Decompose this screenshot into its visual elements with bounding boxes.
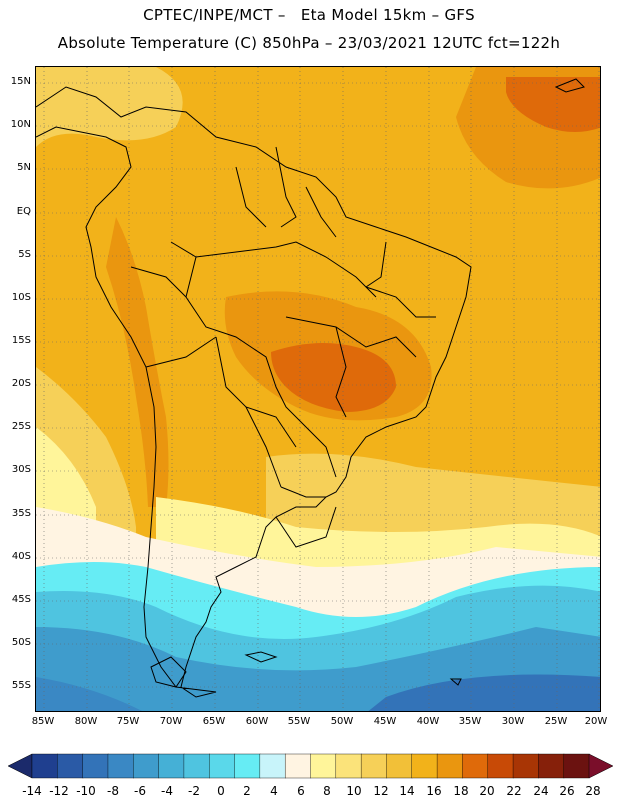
colorbar-label: 0 <box>217 784 225 798</box>
lon-label-35w: 35W <box>458 716 482 727</box>
colorbar-label: -12 <box>49 784 69 798</box>
lon-label-70w: 70W <box>159 716 183 727</box>
map-frame <box>35 66 601 712</box>
colorbar-swatch <box>538 753 565 779</box>
colorbar-label: -6 <box>134 784 146 798</box>
colorbar-swatch <box>133 753 160 779</box>
temp-field-m10-south <box>368 674 600 711</box>
colorbar-label: 18 <box>453 784 469 798</box>
colorbar-swatch <box>209 753 236 779</box>
colorbar-high-arrow <box>588 753 614 779</box>
lat-label-15s: 15S <box>11 335 31 346</box>
colorbar-label: -14 <box>22 784 42 798</box>
lat-label-35s: 35S <box>11 508 31 519</box>
lon-label-65w: 65W <box>202 716 226 727</box>
lon-label-45w: 45W <box>373 716 397 727</box>
lon-label-30w: 30W <box>501 716 525 727</box>
colorbar-swatch <box>310 753 337 779</box>
map-title-line1: CPTEC/INPE/MCT – Eta Model 15km – GFS <box>143 6 475 24</box>
colorbar-label: 20 <box>479 784 495 798</box>
colorbar-label: 6 <box>297 784 305 798</box>
colorbar-swatch <box>512 753 539 779</box>
lat-label-5s: 5S <box>18 249 31 260</box>
lon-label-75w: 75W <box>116 716 140 727</box>
colorbar-swatch <box>183 753 210 779</box>
colorbar-label: 28 <box>585 784 601 798</box>
colorbar-swatch <box>360 753 388 779</box>
colorbar-swatch <box>82 753 109 779</box>
temp-field-andes <box>106 217 169 507</box>
colorbar-label: 24 <box>533 784 549 798</box>
colorbar-swatch <box>436 753 464 779</box>
lat-label-30s: 30S <box>11 464 31 475</box>
colorbar-swatch <box>234 753 261 779</box>
lat-label-20s: 20S <box>11 378 31 389</box>
colorbar-label: -10 <box>76 784 96 798</box>
temp-field-20-22-center <box>271 343 396 412</box>
colorbar-swatch <box>487 753 514 779</box>
lat-label-15n: 15N <box>10 76 31 87</box>
map-title-line2: Absolute Temperature (C) 850hPa – 23/03/… <box>57 34 561 52</box>
colorbar-swatch <box>462 753 489 779</box>
colorbar-label: 8 <box>323 784 331 798</box>
colorbar-label: -8 <box>107 784 119 798</box>
colorbar-swatch <box>411 753 438 779</box>
lon-label-20w: 20W <box>584 716 608 727</box>
colorbar-swatches <box>31 753 590 779</box>
lat-label-eq: EQ <box>16 206 31 217</box>
colorbar-swatch <box>284 753 312 779</box>
colorbar-label: 22 <box>506 784 522 798</box>
colorbar-swatch <box>335 753 362 779</box>
colorbar-label: 10 <box>346 784 362 798</box>
lat-label-40s: 40S <box>11 551 31 562</box>
temperature-map <box>36 67 600 711</box>
colorbar-swatch <box>107 753 134 779</box>
colorbar-label: 26 <box>559 784 575 798</box>
colorbar-swatch <box>386 753 413 779</box>
colorbar-label: 4 <box>270 784 278 798</box>
lat-label-55s: 55S <box>11 680 31 691</box>
colorbar-swatch <box>563 753 590 779</box>
lon-label-25w: 25W <box>544 716 568 727</box>
lon-label-50w: 50W <box>330 716 354 727</box>
lat-label-10n: 10N <box>10 119 31 130</box>
colorbar-label: 14 <box>399 784 415 798</box>
temp-field-14-north <box>36 67 183 147</box>
lon-label-60w: 60W <box>245 716 269 727</box>
colorbar-label: -2 <box>188 784 200 798</box>
colorbar-swatch <box>158 753 185 779</box>
colorbar-swatch <box>57 753 84 779</box>
lon-label-80w: 80W <box>74 716 98 727</box>
colorbar-swatch <box>31 753 58 779</box>
colorbar-label: 16 <box>426 784 442 798</box>
lon-label-40w: 40W <box>416 716 440 727</box>
islands <box>150 78 585 688</box>
colorbar-label: -4 <box>161 784 173 798</box>
temp-field-m8-southwest <box>36 677 143 711</box>
lat-label-10s: 10S <box>11 292 31 303</box>
lon-label-55w: 55W <box>287 716 311 727</box>
south-america-outline <box>36 86 472 698</box>
lon-label-85w: 85W <box>31 716 55 727</box>
colorbar-swatch <box>259 753 286 779</box>
lat-label-45s: 45S <box>11 594 31 605</box>
lat-label-5n: 5N <box>17 162 31 173</box>
colorbar-label: 12 <box>373 784 389 798</box>
colorbar-low-arrow <box>7 753 33 779</box>
lat-label-25s: 25S <box>11 421 31 432</box>
colorbar <box>7 753 614 779</box>
colorbar-label: 2 <box>243 784 251 798</box>
lat-label-50s: 50S <box>11 637 31 648</box>
temp-field-20-22-ne <box>506 77 600 132</box>
